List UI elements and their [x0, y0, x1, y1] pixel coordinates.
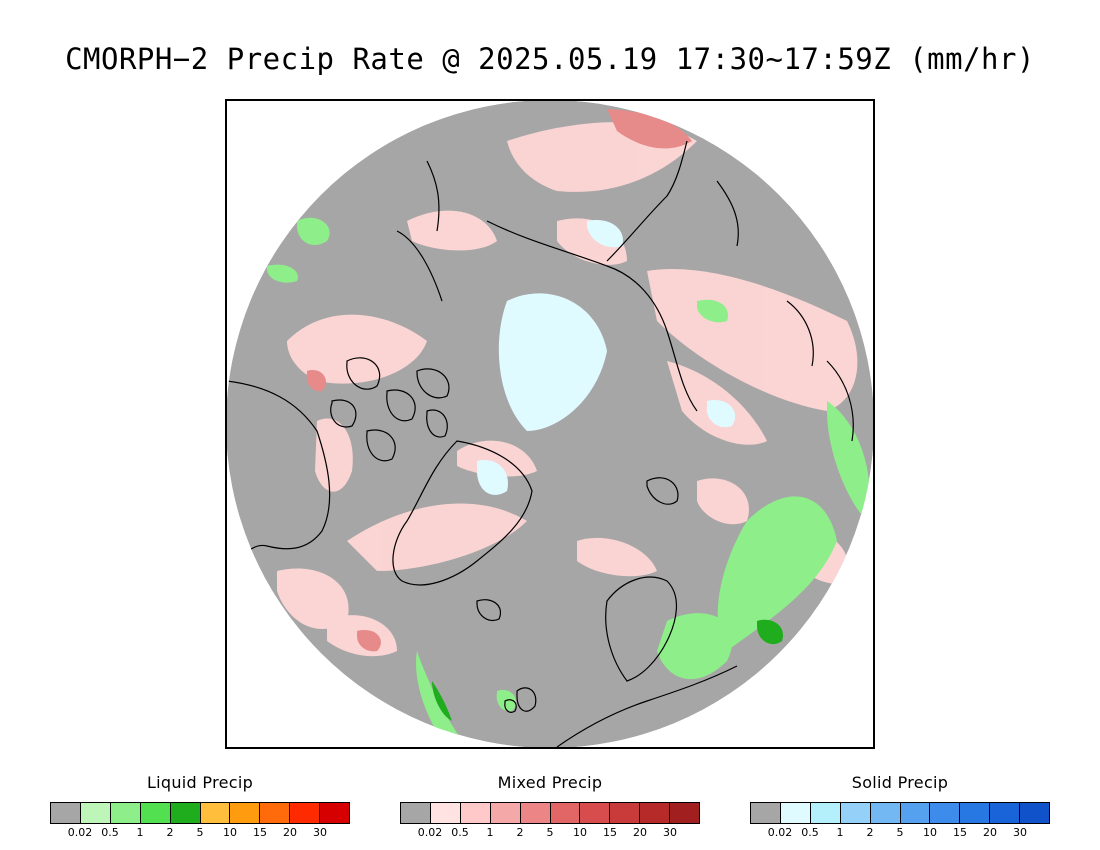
solid-precip-legend: Solid Precip 0.02 0.5 1 2 5 10 15 20 30	[750, 773, 1050, 840]
solid-precip-areas	[477, 220, 736, 495]
liquid-precip-heavy	[432, 619, 783, 721]
legend-ticks: 0.02 0.5 1 2 5 10 15 20 30	[750, 826, 1050, 840]
greenland-coast	[392, 440, 533, 586]
legend-swatch	[751, 803, 781, 823]
legend-tick: 20	[283, 826, 297, 839]
legend-swatch	[670, 803, 700, 823]
legend-swatch	[810, 803, 841, 823]
legend-swatch	[900, 803, 931, 823]
scandinavia-coast	[605, 576, 678, 682]
legend-colorbar	[400, 802, 700, 824]
legend-tick: 5	[896, 826, 904, 839]
legend-tick: 20	[633, 826, 647, 839]
legend-swatch	[290, 803, 321, 823]
liquid-precip-legend: Liquid Precip 0.02 0.5 1 2 5 10 15 20 30	[50, 773, 350, 840]
legend-swatch	[110, 803, 141, 823]
legend-tick: 5	[546, 826, 554, 839]
legend-swatch	[490, 803, 521, 823]
legend-tick: 2	[166, 826, 174, 839]
legend-colorbar	[50, 802, 350, 824]
legend-swatch	[640, 803, 671, 823]
legend-tick: 20	[983, 826, 997, 839]
polar-precip-map	[227, 101, 873, 747]
mixed-precip-heavy	[306, 109, 692, 652]
legend-swatch	[960, 803, 991, 823]
legend-tick: 2	[866, 826, 874, 839]
legend-tick: 10	[573, 826, 587, 839]
legend-tick: 15	[953, 826, 967, 839]
legend-tick: 5	[196, 826, 204, 839]
legend-swatch	[550, 803, 581, 823]
legend-swatch	[990, 803, 1021, 823]
legend-swatch	[840, 803, 871, 823]
legend-swatch	[780, 803, 811, 823]
legend-tick: 30	[663, 826, 677, 839]
legend-title: Liquid Precip	[146, 773, 254, 792]
map-title: CMORPH−2 Precip Rate @ 2025.05.19 17:30~…	[65, 42, 1035, 76]
legend-tick: 0.5	[451, 826, 469, 839]
legend-swatch	[580, 803, 611, 823]
legend-swatch	[401, 803, 431, 823]
legend-ticks: 0.02 0.5 1 2 5 10 15 20 30	[50, 826, 350, 840]
map-panel	[225, 99, 875, 749]
legend-tick: 1	[486, 826, 494, 839]
legend-tick: 10	[223, 826, 237, 839]
legend-tick: 30	[313, 826, 327, 839]
legend-swatch	[930, 803, 961, 823]
mixed-precip-legend: Mixed Precip 0.02 0.5 1 2 5 10 15 20 30	[400, 773, 700, 840]
legend-tick: 0.5	[101, 826, 119, 839]
legend-swatch	[230, 803, 261, 823]
legend-swatch	[520, 803, 551, 823]
coastlines	[227, 140, 854, 747]
legend-swatch	[320, 803, 350, 823]
legend-swatch	[140, 803, 171, 823]
legend-tick: 15	[603, 826, 617, 839]
legend-swatch	[870, 803, 901, 823]
legend-swatch	[430, 803, 461, 823]
legend-tick: 15	[253, 826, 267, 839]
legend-tick: 0.02	[67, 826, 93, 839]
legend-swatch	[460, 803, 491, 823]
legend-tick: 0.02	[417, 826, 443, 839]
legend-swatch	[260, 803, 291, 823]
legend-swatch	[200, 803, 231, 823]
legend-swatch	[80, 803, 111, 823]
legend-swatch	[170, 803, 201, 823]
legend-tick: 2	[516, 826, 524, 839]
legend-swatch	[610, 803, 641, 823]
legend-tick: 1	[136, 826, 144, 839]
legend-tick: 0.5	[801, 826, 819, 839]
legend-title: Solid Precip	[851, 773, 949, 792]
legend-tick: 0.02	[767, 826, 793, 839]
legend-ticks: 0.02 0.5 1 2 5 10 15 20 30	[400, 826, 700, 840]
legend-colorbar	[750, 802, 1050, 824]
legend-tick: 30	[1013, 826, 1027, 839]
legend-swatch	[51, 803, 81, 823]
legend-tick: 10	[923, 826, 937, 839]
legend-title: Mixed Precip	[497, 773, 603, 792]
legend-swatch	[1020, 803, 1050, 823]
legend-tick: 1	[836, 826, 844, 839]
